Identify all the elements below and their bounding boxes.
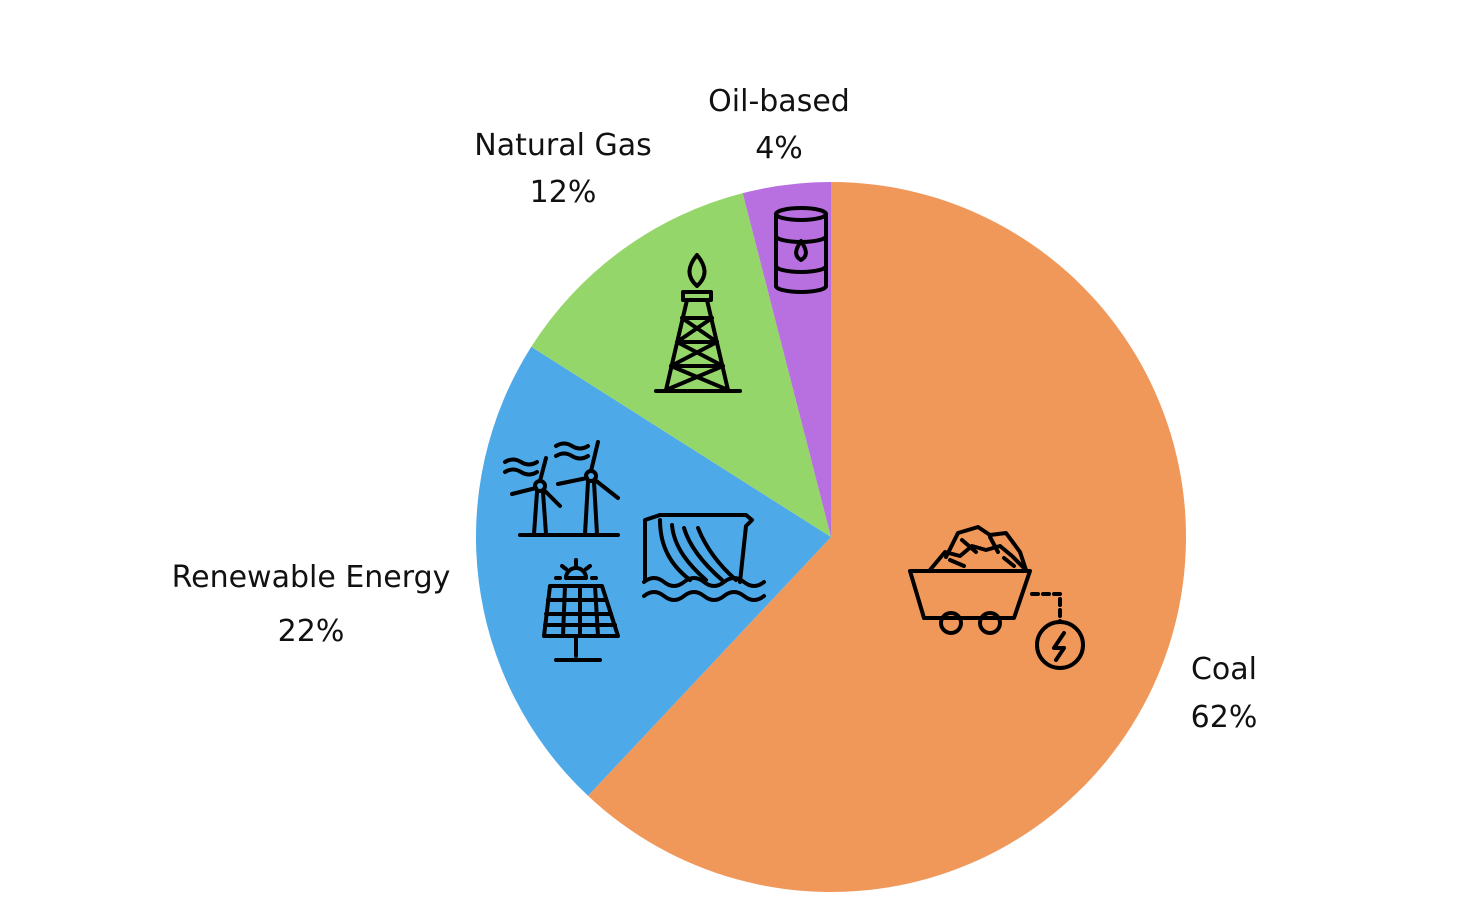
coal-cart-icon (908, 525, 1085, 670)
pie-slice-renewable-energy (476, 346, 831, 796)
label-coal-name: Coal (1191, 652, 1257, 687)
label-renewable-value: 22% (278, 614, 345, 649)
label-coal-value: 62% (1191, 700, 1258, 735)
label-gas-value: 12% (530, 175, 597, 210)
label-oil-value: 4% (755, 131, 803, 166)
pie-slice-coal (587, 182, 1187, 893)
slice-labels: Oil-based 4% Natural Gas 12% Renewable E… (172, 84, 1258, 735)
label-oil-name: Oil-based (708, 84, 850, 119)
label-gas-name: Natural Gas (474, 128, 651, 163)
renewables-icon (503, 440, 766, 662)
gas-derrick-icon (654, 253, 742, 393)
label-renewable-name: Renewable Energy (172, 560, 451, 595)
oil-barrel-icon (774, 206, 828, 294)
